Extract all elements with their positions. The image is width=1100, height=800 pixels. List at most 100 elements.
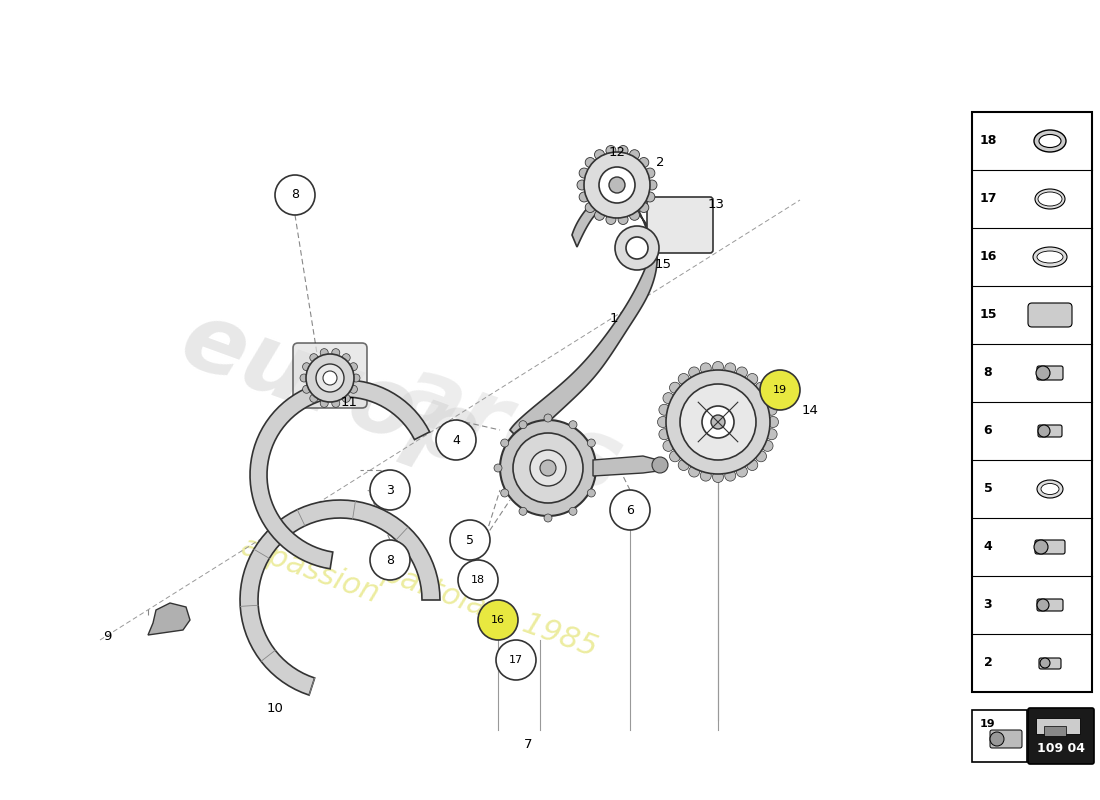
Circle shape xyxy=(689,367,700,378)
Text: 16: 16 xyxy=(491,615,505,625)
Circle shape xyxy=(519,421,527,429)
Circle shape xyxy=(713,471,724,482)
Circle shape xyxy=(500,489,508,497)
Circle shape xyxy=(594,210,605,220)
FancyBboxPatch shape xyxy=(647,197,713,253)
FancyBboxPatch shape xyxy=(1037,366,1063,380)
Circle shape xyxy=(768,417,779,427)
Text: 19: 19 xyxy=(980,719,996,729)
Circle shape xyxy=(320,399,328,407)
Circle shape xyxy=(320,349,328,357)
FancyBboxPatch shape xyxy=(1038,425,1061,437)
Circle shape xyxy=(370,540,410,580)
Circle shape xyxy=(760,370,800,410)
Circle shape xyxy=(370,470,410,510)
Circle shape xyxy=(436,420,476,460)
Text: 9: 9 xyxy=(102,630,111,642)
Circle shape xyxy=(701,470,712,481)
Text: 17: 17 xyxy=(979,193,997,206)
Text: 3: 3 xyxy=(386,483,394,497)
Circle shape xyxy=(579,192,590,202)
Circle shape xyxy=(679,374,690,385)
Circle shape xyxy=(275,175,315,215)
Circle shape xyxy=(458,560,498,600)
Polygon shape xyxy=(240,500,440,695)
Circle shape xyxy=(332,349,340,357)
Circle shape xyxy=(587,439,595,447)
Circle shape xyxy=(316,364,344,392)
FancyBboxPatch shape xyxy=(1040,658,1062,669)
Text: 5: 5 xyxy=(466,534,474,546)
Circle shape xyxy=(500,420,596,516)
Circle shape xyxy=(584,152,650,218)
Circle shape xyxy=(639,202,649,213)
Circle shape xyxy=(1040,658,1050,668)
Circle shape xyxy=(310,394,318,402)
Circle shape xyxy=(302,386,310,394)
Text: 7: 7 xyxy=(524,738,532,751)
Circle shape xyxy=(1036,366,1050,380)
Text: 3: 3 xyxy=(983,598,992,611)
Circle shape xyxy=(569,507,578,515)
Circle shape xyxy=(645,168,654,178)
Circle shape xyxy=(519,507,527,515)
Circle shape xyxy=(639,158,649,167)
Text: europ: europ xyxy=(168,294,492,486)
Circle shape xyxy=(711,415,725,429)
Circle shape xyxy=(663,440,674,451)
Circle shape xyxy=(680,384,756,460)
Text: 6: 6 xyxy=(626,503,634,517)
Text: 19: 19 xyxy=(773,385,788,395)
Circle shape xyxy=(594,150,605,160)
Circle shape xyxy=(659,429,670,440)
Circle shape xyxy=(756,450,767,462)
Circle shape xyxy=(766,404,777,415)
Text: 18: 18 xyxy=(471,575,485,585)
Circle shape xyxy=(579,168,590,178)
Circle shape xyxy=(762,393,773,404)
Circle shape xyxy=(725,363,736,374)
Text: 4: 4 xyxy=(452,434,460,446)
FancyBboxPatch shape xyxy=(1028,303,1072,327)
Circle shape xyxy=(342,394,350,402)
Text: 16: 16 xyxy=(979,250,997,263)
Circle shape xyxy=(450,520,490,560)
Circle shape xyxy=(756,382,767,394)
Circle shape xyxy=(306,354,354,402)
Circle shape xyxy=(701,363,712,374)
Circle shape xyxy=(569,421,578,429)
Polygon shape xyxy=(510,192,657,445)
FancyBboxPatch shape xyxy=(1035,540,1065,554)
Text: 6: 6 xyxy=(983,425,992,438)
Ellipse shape xyxy=(1035,189,1065,209)
Circle shape xyxy=(652,457,668,473)
Circle shape xyxy=(1034,540,1048,554)
Circle shape xyxy=(352,374,360,382)
Text: 18: 18 xyxy=(979,134,997,147)
Circle shape xyxy=(615,226,659,270)
Text: 1: 1 xyxy=(609,311,618,325)
Circle shape xyxy=(310,354,318,362)
Circle shape xyxy=(323,371,337,385)
Text: 15: 15 xyxy=(654,258,671,271)
Circle shape xyxy=(1038,425,1050,437)
Bar xyxy=(972,112,1092,692)
Circle shape xyxy=(626,237,648,259)
Circle shape xyxy=(609,177,625,193)
Circle shape xyxy=(713,362,724,373)
Circle shape xyxy=(762,440,773,451)
Text: 4: 4 xyxy=(983,541,992,554)
Text: 5: 5 xyxy=(983,482,992,495)
Circle shape xyxy=(670,382,681,394)
Circle shape xyxy=(725,470,736,481)
Text: 14: 14 xyxy=(802,403,818,417)
Text: 2: 2 xyxy=(983,657,992,670)
Circle shape xyxy=(478,600,518,640)
Circle shape xyxy=(702,406,734,438)
FancyBboxPatch shape xyxy=(990,730,1022,748)
Text: 8: 8 xyxy=(983,366,992,379)
Ellipse shape xyxy=(1038,192,1061,206)
Circle shape xyxy=(766,429,777,440)
Ellipse shape xyxy=(1041,483,1059,494)
Circle shape xyxy=(600,167,635,203)
